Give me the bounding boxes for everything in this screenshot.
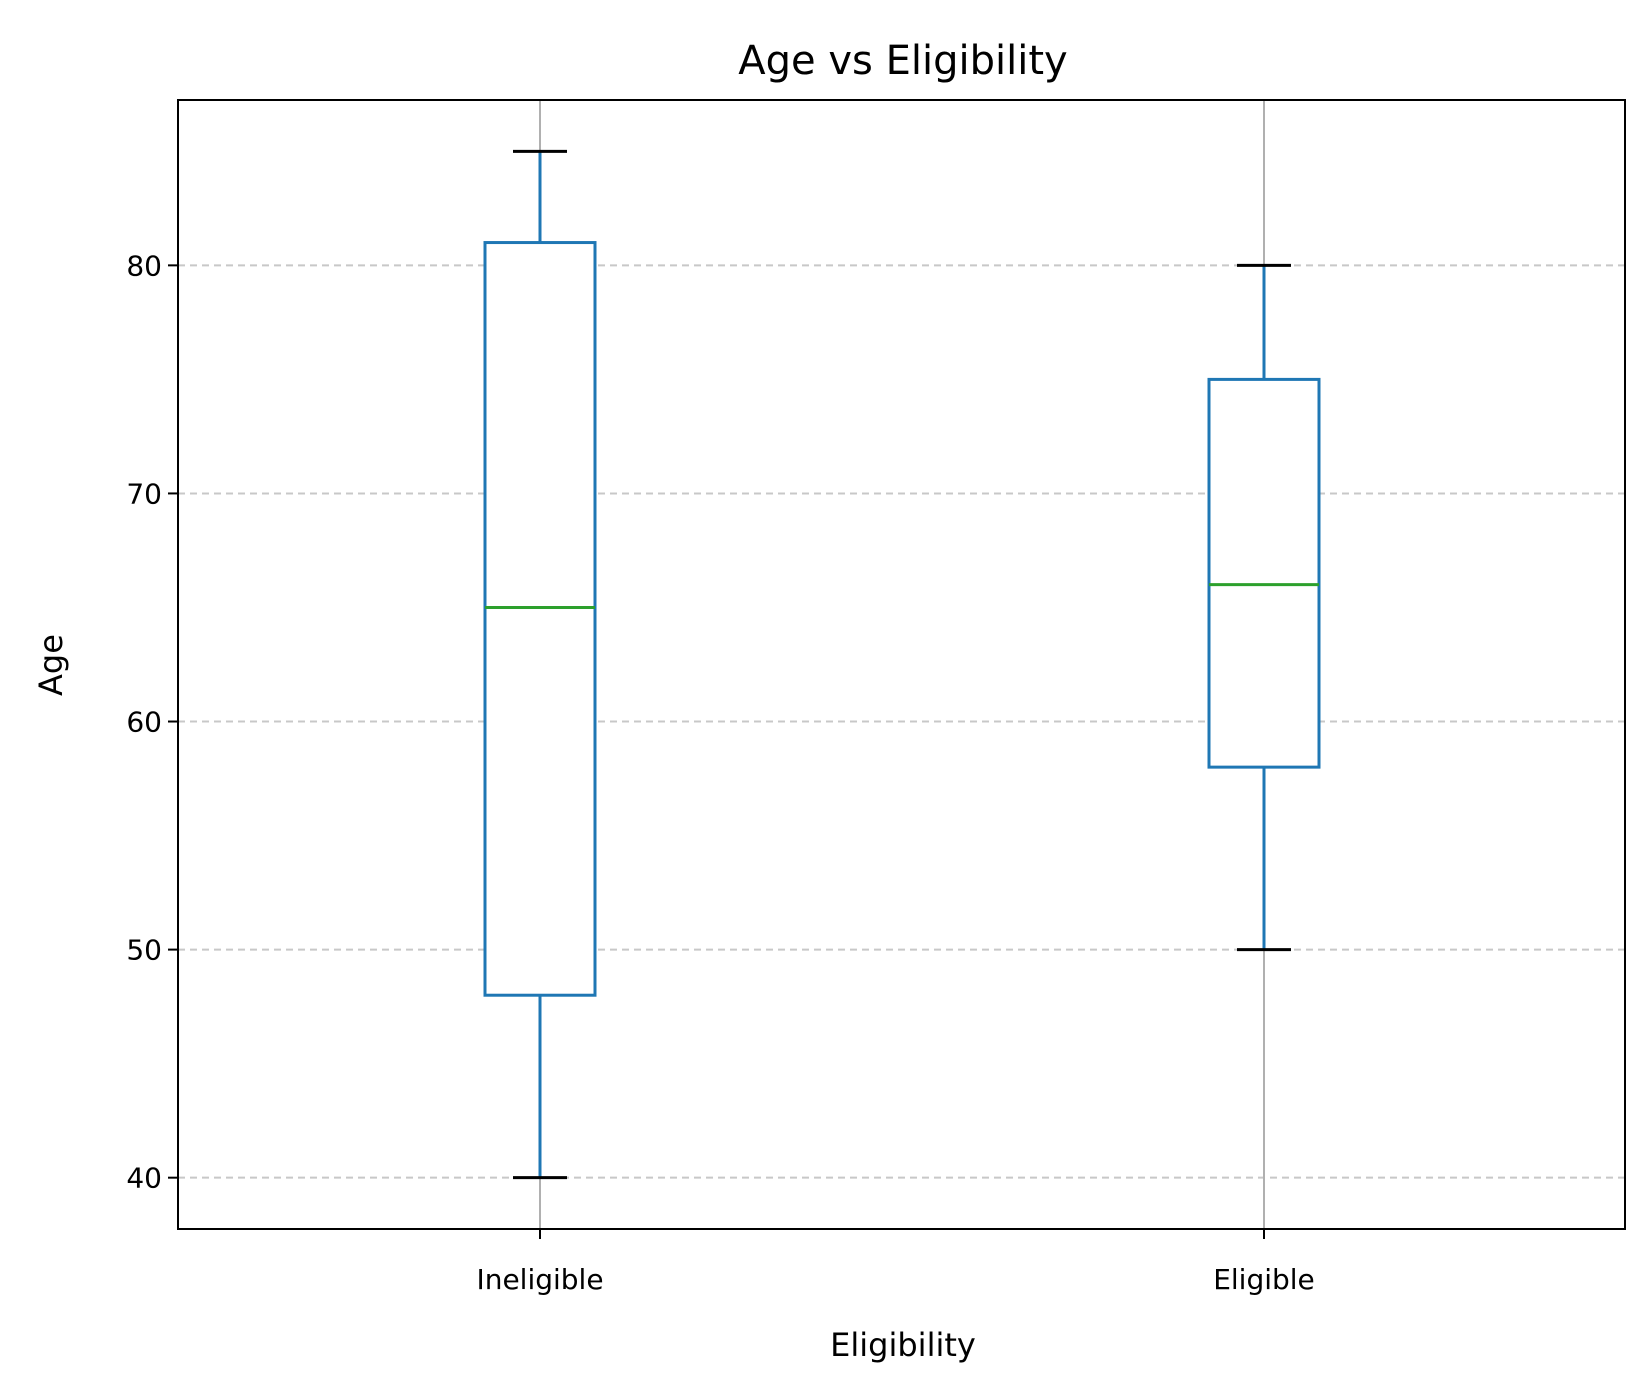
box-1 — [1207, 377, 1321, 769]
y-tick-label-60: 60 — [126, 706, 162, 739]
y-axis-ticks: 40 50 60 70 80 — [126, 249, 178, 1195]
vertical-gridlines — [539, 100, 1265, 1229]
plot-area-frame — [177, 99, 1626, 1230]
x-axis-label: Eligibility — [830, 1326, 976, 1364]
x-tick-label-0: Ineligible — [476, 1263, 603, 1296]
y-tick-label-50: 50 — [126, 934, 162, 967]
x-tick-label-1: Eligible — [1213, 1263, 1315, 1296]
horizontal-gridlines — [178, 264, 1625, 1179]
box-series — [483, 149, 1321, 1180]
y-tick-label-80: 80 — [126, 249, 162, 282]
chart-title: Age vs Eligibility — [738, 38, 1067, 84]
box-0 — [483, 241, 597, 997]
y-axis-label: Age — [32, 634, 70, 696]
x-axis-ticks: Ineligible Eligible — [476, 1229, 1315, 1296]
y-tick-label-40: 40 — [126, 1162, 162, 1195]
y-tick-label-70: 70 — [126, 477, 162, 510]
